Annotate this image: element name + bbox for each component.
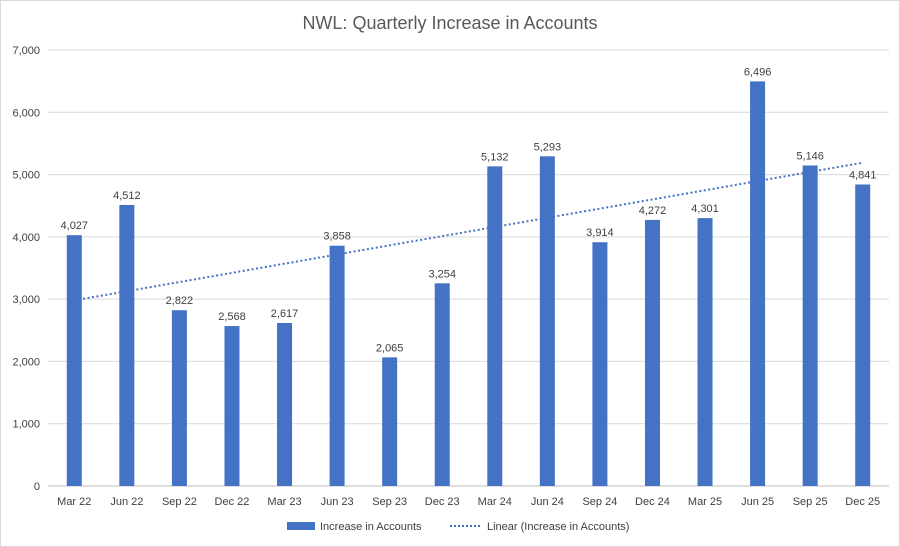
data-label: 5,293 — [534, 141, 562, 153]
chart-title: NWL: Quarterly Increase in Accounts — [302, 13, 597, 33]
data-label: 2,617 — [271, 308, 299, 320]
y-tick-label: 5,000 — [12, 170, 40, 182]
x-tick-label: Jun 23 — [321, 496, 354, 508]
data-label: 4,027 — [61, 220, 89, 232]
bar — [382, 357, 398, 486]
data-label: 4,301 — [691, 203, 719, 215]
x-tick-label: Dec 23 — [425, 496, 460, 508]
x-tick-label: Mar 24 — [478, 496, 512, 508]
data-label: 2,065 — [376, 342, 404, 354]
trendline — [74, 161, 863, 302]
bar — [119, 204, 135, 486]
data-label: 3,254 — [428, 268, 456, 280]
y-tick-label: 7,000 — [12, 45, 40, 57]
x-tick-label: Sep 23 — [372, 496, 407, 508]
gridlines — [48, 49, 889, 487]
y-tick-label: 4,000 — [12, 232, 40, 244]
x-tick-label: Sep 24 — [582, 496, 617, 508]
y-tick-label: 0 — [34, 481, 40, 493]
x-tick-label: Jun 24 — [531, 496, 564, 508]
bar — [224, 326, 240, 486]
x-tick-label: Sep 22 — [162, 496, 197, 508]
data-label: 2,822 — [166, 295, 194, 307]
y-tick-label: 2,000 — [12, 356, 40, 368]
bar — [277, 322, 293, 486]
bar — [697, 218, 713, 487]
bar — [592, 242, 608, 486]
x-tick-label: Dec 25 — [845, 496, 880, 508]
legend: Increase in Accounts Linear (Increase in… — [287, 521, 629, 533]
legend-label-trendline: Linear (Increase in Accounts) — [487, 521, 629, 533]
bar — [171, 310, 187, 486]
y-tick-label: 3,000 — [12, 294, 40, 306]
x-tick-label: Mar 22 — [57, 496, 91, 508]
x-tick-label: Sep 25 — [793, 496, 828, 508]
data-label: 2,568 — [218, 311, 246, 323]
bar — [802, 165, 818, 486]
y-tick-label: 6,000 — [12, 107, 40, 119]
data-label: 4,841 — [849, 169, 877, 181]
data-label: 4,512 — [113, 190, 141, 202]
bar — [329, 245, 345, 486]
legend-label-bar: Increase in Accounts — [320, 521, 422, 533]
data-label: 3,914 — [586, 227, 614, 239]
bar — [750, 81, 766, 486]
bar — [487, 166, 503, 486]
data-label: 5,132 — [481, 151, 509, 163]
data-labels: 4,027 4,512 2,822 2,568 2,617 3,858 2,065 3,254… — [61, 66, 877, 354]
legend-swatch-bar — [287, 522, 315, 530]
data-label: 4,272 — [639, 205, 667, 217]
y-axis-tick-labels: 0 1,000 2,000 3,000 4,000 5,000 6,000 7,000 — [12, 45, 40, 493]
bar — [434, 283, 450, 486]
bar — [644, 219, 660, 486]
bar — [66, 235, 82, 486]
trendline-group — [74, 161, 863, 302]
data-label: 6,496 — [744, 66, 772, 78]
x-tick-label: Mar 25 — [688, 496, 722, 508]
x-tick-label: Mar 23 — [267, 496, 301, 508]
x-tick-label: Dec 24 — [635, 496, 670, 508]
x-axis-tick-labels: Mar 22 Jun 22 Sep 22 Dec 22 Mar 23 Jun 23 Sep … — [57, 496, 880, 508]
x-tick-label: Dec 22 — [215, 496, 250, 508]
x-tick-label: Jun 25 — [741, 496, 774, 508]
x-tick-label: Jun 22 — [110, 496, 143, 508]
data-label: 5,146 — [796, 150, 824, 162]
bar — [539, 156, 555, 486]
bars — [66, 81, 871, 487]
bar — [855, 184, 871, 486]
data-label: 3,858 — [323, 231, 351, 243]
y-tick-label: 1,000 — [12, 419, 40, 431]
